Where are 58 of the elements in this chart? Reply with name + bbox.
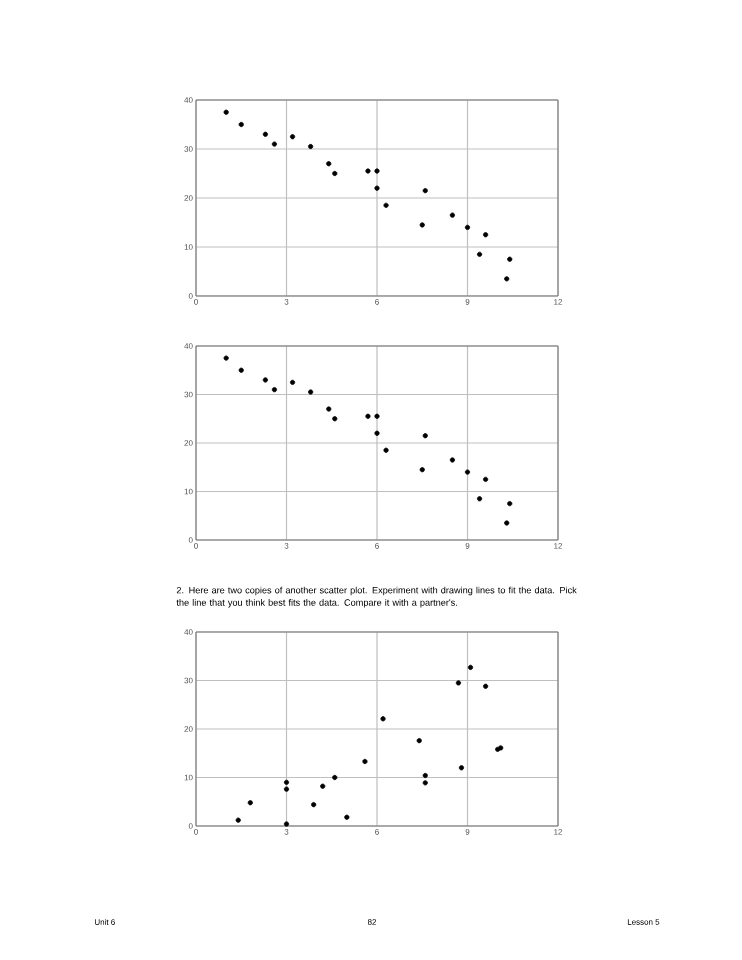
point bbox=[326, 161, 332, 167]
point bbox=[374, 168, 380, 174]
point bbox=[467, 664, 474, 670]
point bbox=[504, 520, 510, 526]
point bbox=[507, 501, 513, 507]
point bbox=[238, 367, 244, 373]
point bbox=[262, 377, 268, 383]
point bbox=[380, 716, 386, 722]
point bbox=[504, 276, 510, 282]
point bbox=[235, 817, 241, 823]
point bbox=[308, 143, 314, 150]
point bbox=[283, 779, 290, 785]
point bbox=[449, 457, 456, 463]
point bbox=[383, 447, 389, 453]
point bbox=[483, 232, 489, 238]
point bbox=[365, 413, 371, 419]
point bbox=[422, 780, 428, 786]
point bbox=[332, 170, 338, 177]
point bbox=[419, 467, 425, 473]
point bbox=[311, 802, 317, 808]
point bbox=[308, 389, 314, 395]
point bbox=[289, 134, 296, 140]
point bbox=[223, 109, 229, 115]
point bbox=[374, 185, 380, 191]
point bbox=[476, 496, 483, 502]
point bbox=[332, 416, 338, 422]
point bbox=[238, 121, 244, 128]
point bbox=[507, 256, 513, 262]
point bbox=[455, 680, 462, 686]
point bbox=[283, 821, 290, 827]
point bbox=[476, 251, 483, 257]
point bbox=[422, 772, 428, 779]
point bbox=[271, 141, 278, 147]
point bbox=[483, 683, 489, 689]
point bbox=[362, 758, 368, 765]
point bbox=[483, 476, 489, 482]
point bbox=[383, 202, 389, 208]
point bbox=[326, 406, 332, 412]
point bbox=[422, 188, 428, 194]
point bbox=[289, 379, 296, 385]
point bbox=[416, 738, 422, 744]
point bbox=[365, 168, 371, 174]
point bbox=[283, 786, 290, 792]
point bbox=[464, 469, 471, 475]
point bbox=[332, 774, 338, 781]
point bbox=[271, 387, 278, 393]
point bbox=[320, 783, 326, 789]
point bbox=[262, 131, 268, 137]
point bbox=[458, 765, 465, 771]
point bbox=[374, 430, 380, 436]
point bbox=[247, 800, 253, 806]
point bbox=[449, 212, 456, 218]
point bbox=[422, 433, 428, 439]
point bbox=[464, 224, 471, 230]
point bbox=[419, 222, 425, 228]
point bbox=[374, 413, 380, 419]
point bbox=[344, 814, 350, 820]
point bbox=[223, 355, 229, 361]
